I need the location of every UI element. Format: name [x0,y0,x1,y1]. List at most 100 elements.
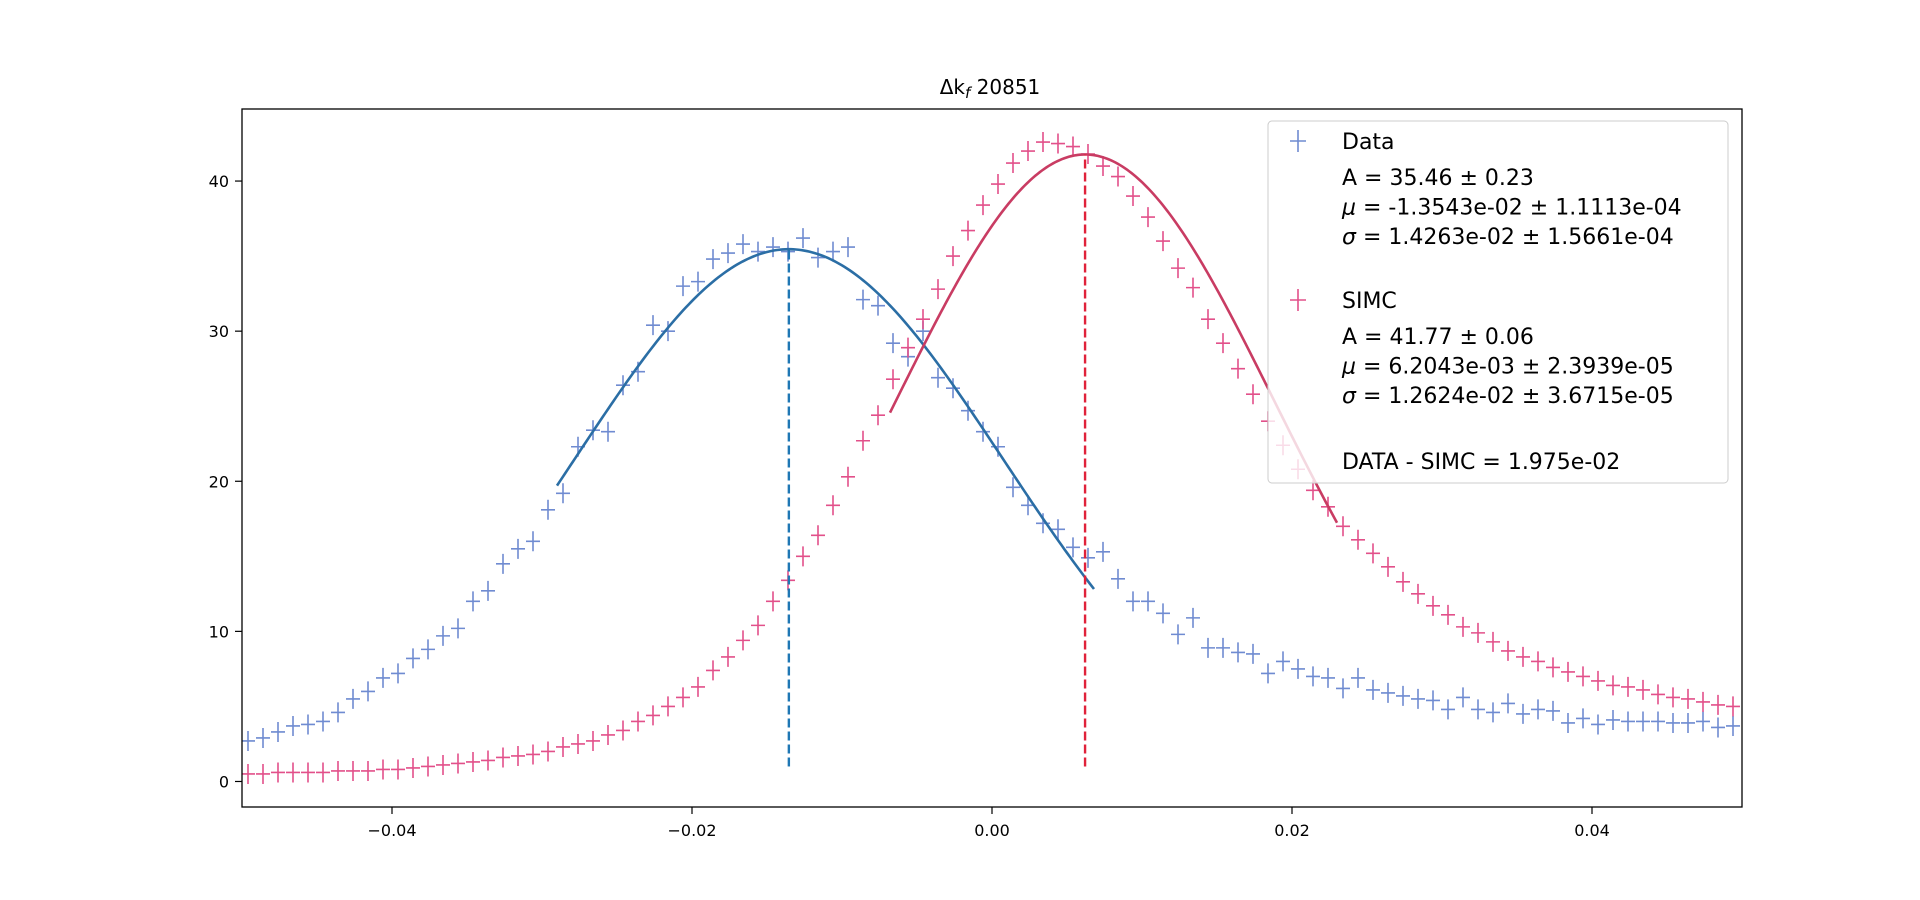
legend-label: Data [1342,130,1395,155]
legend-fit-param: σ = 1.4263e-02 ± 1.5661e-04 [1342,225,1674,250]
data-point [556,736,570,757]
data-point [286,762,300,783]
data-point [691,676,705,697]
legend-box [1267,120,1729,484]
data-point [676,276,690,297]
data-point [436,625,450,646]
data-point [1351,529,1365,550]
data-point [466,751,480,772]
y-tick-label: 20 [209,472,229,491]
data-point [1621,711,1635,732]
data-point [1126,186,1140,207]
data-point [271,762,285,783]
data-point [481,580,495,601]
data-point [901,337,915,358]
x-tick-label: 0.02 [1274,821,1310,840]
data-point [946,246,960,267]
data-point [751,615,765,636]
data-point [1576,708,1590,729]
x-tick-label: −0.02 [667,821,716,840]
data-point [661,321,675,342]
data-point [1561,712,1575,733]
data-point [256,727,270,748]
data-point [1216,637,1230,658]
data-point [886,369,900,390]
data-point [931,279,945,300]
data-point [856,289,870,310]
data-point [721,243,735,264]
data-point [1021,141,1035,162]
data-point [1591,714,1605,735]
data-point [406,648,420,669]
data-point [1471,699,1485,720]
legend-marker [1290,130,1306,152]
data-point [346,688,360,709]
legend-entry-simc: SIMC A = 41.77 ± 0.06 μ = 6.2043e-03 ± 2.3… [1290,289,1674,409]
data-point [1486,631,1500,652]
data-point [242,763,255,784]
data-point [1321,667,1335,688]
data-point [1456,616,1470,637]
data-point [1576,666,1590,687]
data-point [1696,691,1710,712]
data-point [331,702,345,723]
data-point [1201,309,1215,330]
x-tick-label: 0.00 [974,821,1010,840]
data-point [511,745,525,766]
data-point [1336,516,1350,537]
data-point [1606,675,1620,696]
legend-fit-param: σ = 1.2624e-02 ± 3.6715e-05 [1342,384,1674,409]
data-point [1426,690,1440,711]
data-point [1201,637,1215,658]
data-point [1351,667,1365,688]
fits-layer [555,153,1339,590]
data-point [421,756,435,777]
data-point [1546,657,1560,678]
data-point [1231,642,1245,663]
legend: Data A = 35.46 ± 0.23 μ = -1.3543e-02 ± 1.… [1267,120,1729,484]
legend-label: SIMC [1342,289,1397,314]
data-point [466,591,480,612]
data-point [736,234,750,255]
data-point [331,760,345,781]
y-tick-label: 0 [219,772,229,791]
data-point [1171,624,1185,645]
data-point [451,753,465,774]
legend-difference: DATA - SIMC = 1.975e-02 [1342,450,1620,475]
data-point [391,663,405,684]
data-point [1081,547,1095,568]
data-point [1621,676,1635,697]
y-tick-label: 30 [209,322,229,341]
data-point [1096,541,1110,562]
data-point [1261,663,1275,684]
data-point [316,762,330,783]
data-point [1711,717,1725,738]
data-point [1456,687,1470,708]
data-point [1561,661,1575,682]
data-point [271,721,285,742]
data-point [1366,543,1380,564]
data-point [751,241,765,262]
data-point [316,711,330,732]
data-point [676,687,690,708]
legend-fit-param: A = 35.46 ± 0.23 [1342,166,1534,191]
data-point [1006,153,1020,174]
data-point [1111,166,1125,187]
data-point [541,741,555,762]
x-axis: −0.04 −0.02 0.00 0.02 0.04 [367,807,1610,840]
data-point [856,430,870,451]
data-point [1066,136,1080,157]
data-point [1546,700,1560,721]
data-point [826,241,840,262]
data-point [541,499,555,520]
data-point [931,367,945,388]
x-tick-label: 0.04 [1574,821,1610,840]
data-point [691,271,705,292]
data-point [871,295,885,316]
legend-fit-param: μ = 6.2043e-03 ± 2.3939e-05 [1341,355,1674,380]
legend-fit-param: μ = -1.3543e-02 ± 1.1113e-04 [1341,196,1682,221]
data-point [1246,384,1260,405]
data-point [961,400,975,421]
data-point [1531,651,1545,672]
data-point [436,754,450,775]
